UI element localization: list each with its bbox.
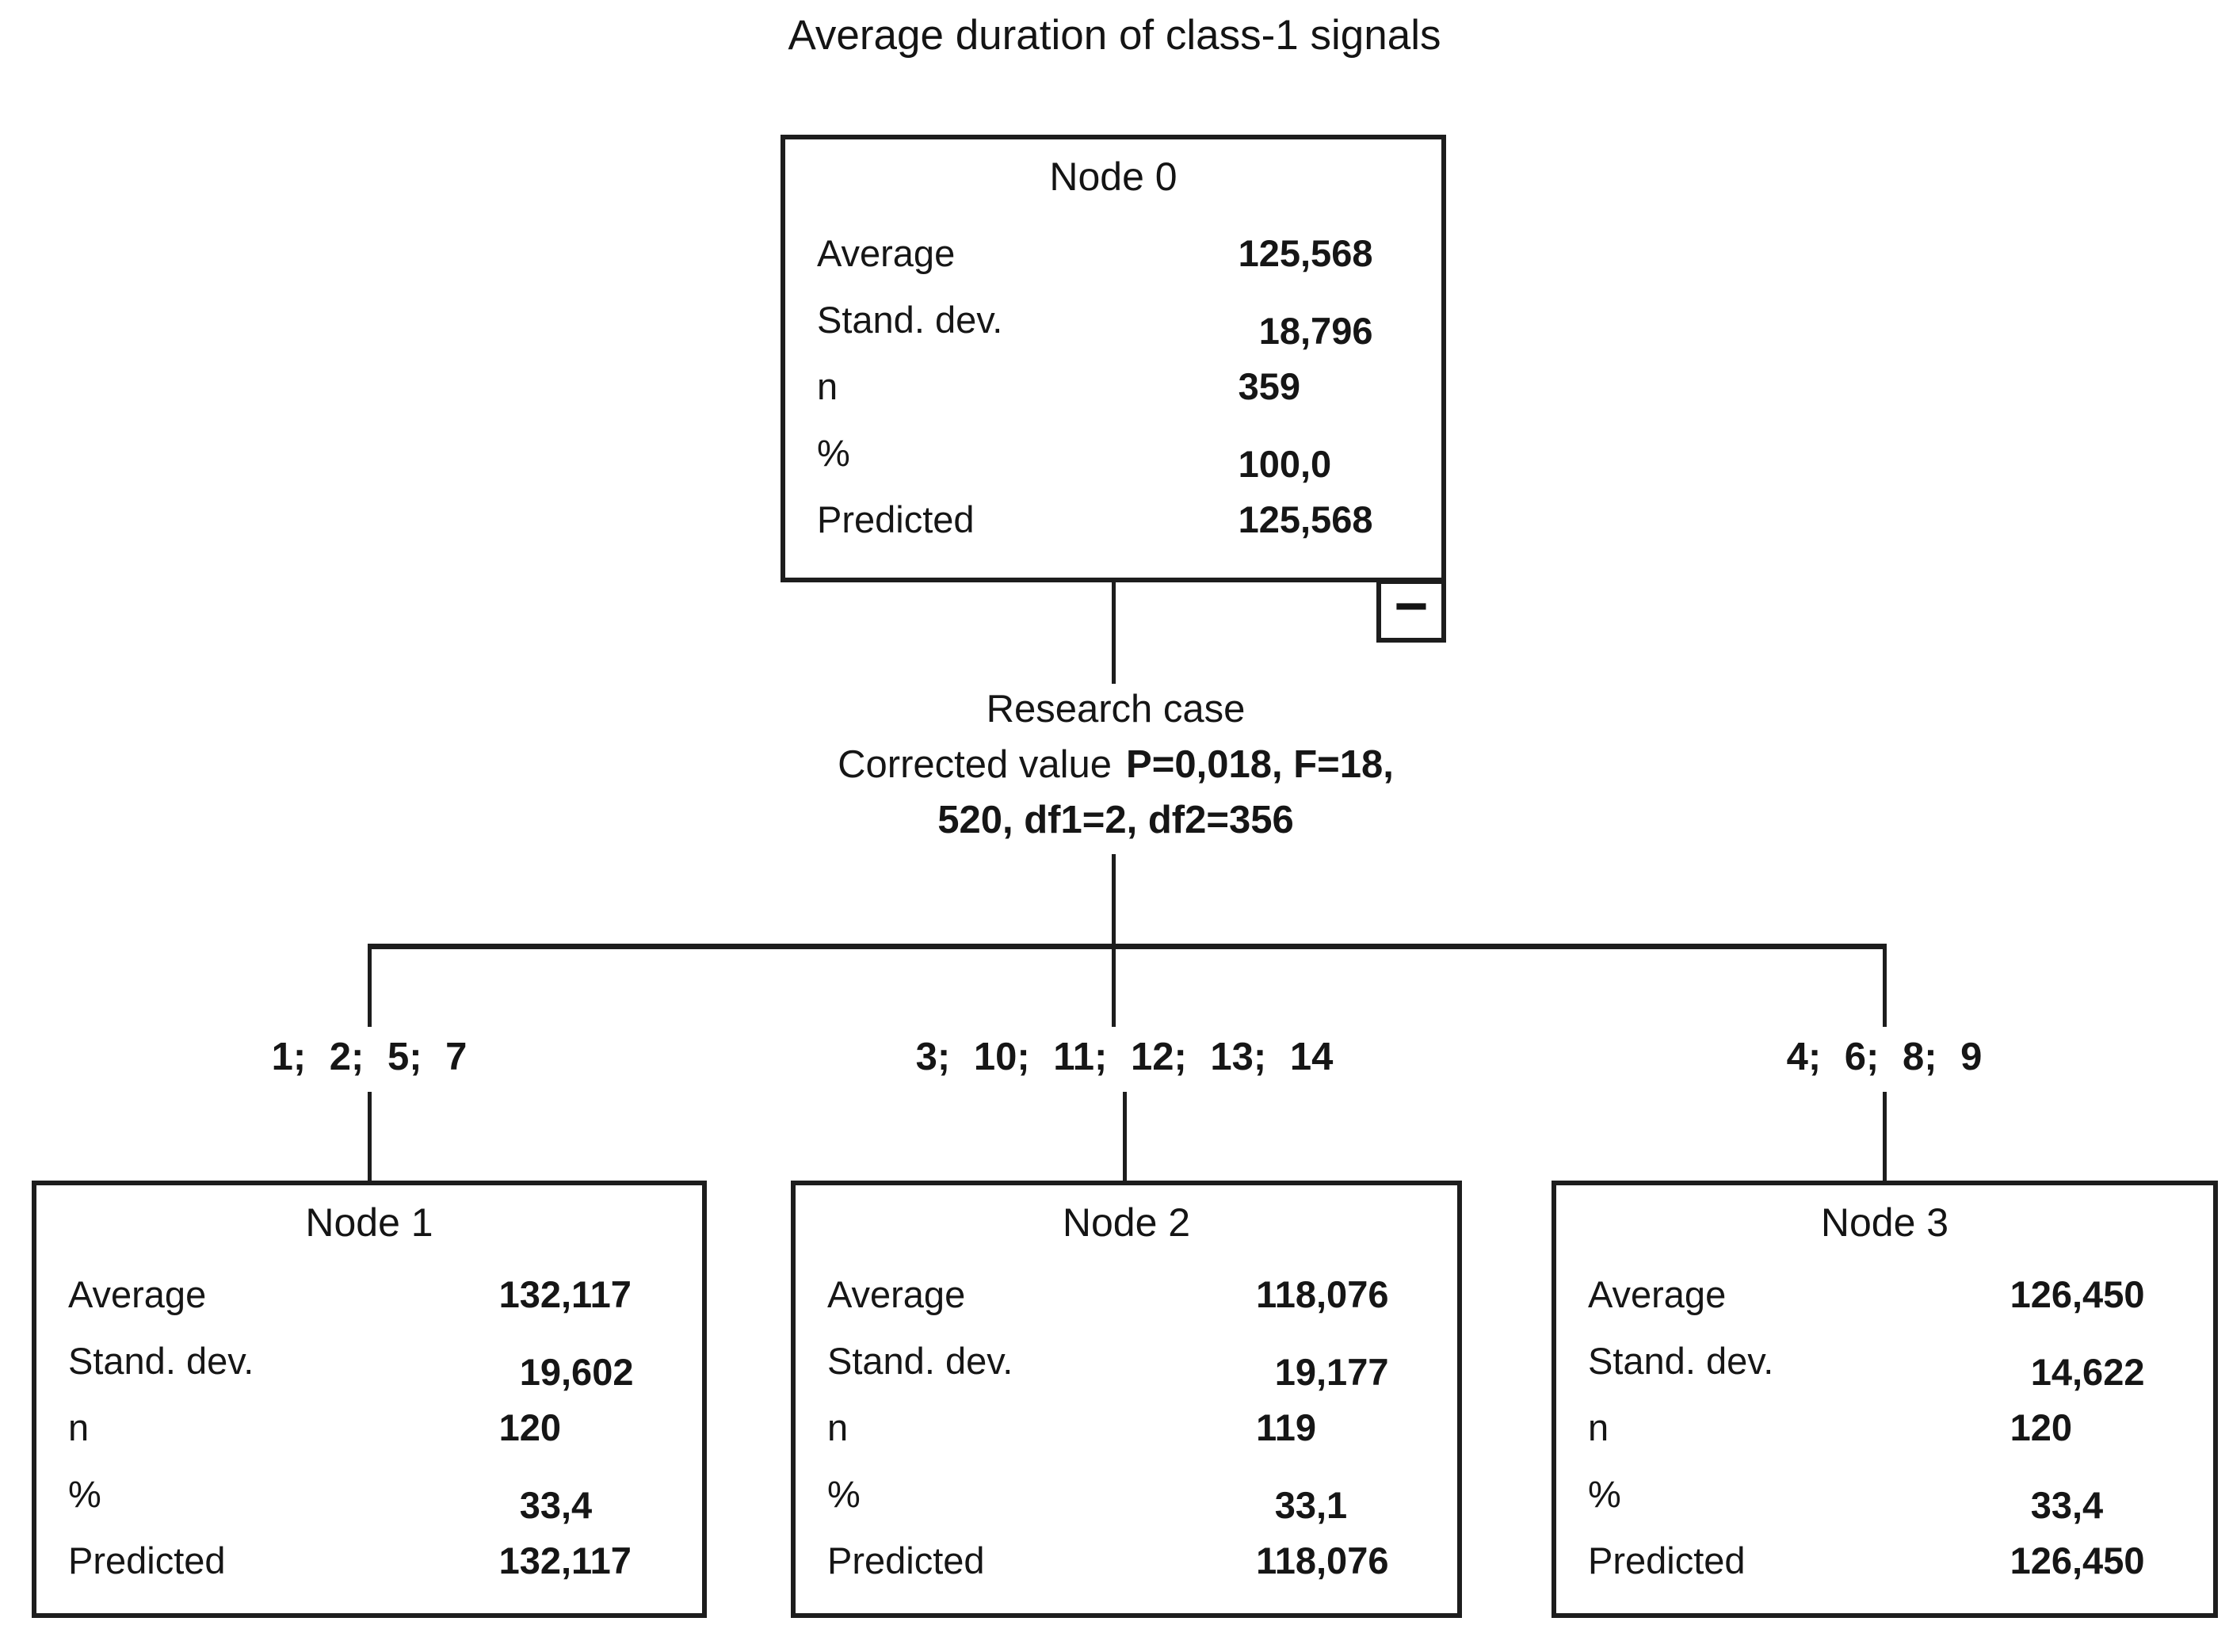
connector-right-branch-upper (1883, 944, 1887, 1027)
branch-label-middle: 3; 10; 11; 12; 13; 14 (915, 1036, 1334, 1078)
stat-value: 18,796 (1258, 310, 1373, 352)
connector-right-branch-lower (1883, 1092, 1887, 1181)
collapse-node-button[interactable]: − (1376, 573, 1446, 643)
stat-label: % (827, 1473, 861, 1515)
stat-label: % (68, 1473, 101, 1515)
stat-label: n (1588, 1406, 1609, 1448)
stat-value: 33,4 (2030, 1484, 2104, 1526)
stat-label: Stand. dev. (68, 1340, 254, 1382)
stat-row: Average 126,450 (1588, 1261, 2181, 1328)
stat-row: % 100,0 (817, 420, 1410, 486)
stat-row: % 33,1 (827, 1461, 1426, 1528)
stat-row: n 359 (817, 353, 1410, 420)
stat-label: % (1588, 1473, 1621, 1515)
stat-value: 33,4 (519, 1484, 593, 1526)
stat-value: 33,1 (1274, 1484, 1348, 1526)
stat-row: Stand. dev. 18,796 (817, 287, 1410, 353)
stat-row: n 120 (1588, 1394, 2181, 1461)
stat-value: 125,568 (1238, 232, 1373, 274)
stat-label: Average (68, 1273, 207, 1315)
connector-root-to-split (1112, 582, 1116, 684)
stat-label: Average (1588, 1273, 1727, 1315)
stat-value: 120 (498, 1406, 561, 1448)
stat-value: 359 (1238, 365, 1300, 407)
node-1-title: Node 1 (305, 1200, 433, 1245)
stat-row: % 33,4 (68, 1461, 670, 1528)
stat-label: Predicted (817, 498, 975, 540)
stat-value: 19,602 (519, 1351, 634, 1393)
stat-row: Predicted 132,117 (68, 1528, 670, 1594)
connector-left-branch-lower (368, 1092, 372, 1181)
node-1-box: Node 1 Average 132,117 Stand. dev. 19,602 n 1… (32, 1181, 707, 1618)
node-3-stats: Average 126,450 Stand. dev. 14,622 n 120% 33,4… (1588, 1261, 2181, 1594)
stat-row: Stand. dev. 19,602 (68, 1328, 670, 1394)
minus-icon: − (1394, 573, 1429, 639)
node-3-title: Node 3 (1820, 1200, 1949, 1245)
node-2-stats: Average 118,076 Stand. dev. 19,177 n 119% 33,1… (827, 1261, 1426, 1594)
stat-row: n 119 (827, 1394, 1426, 1461)
stat-row: Predicted 118,076 (827, 1528, 1426, 1594)
split-stats-line-2: 520, df1=2, df2=356 (937, 799, 1294, 841)
stat-value: 126,450 (2010, 1273, 2145, 1315)
stat-value: 19,177 (1274, 1351, 1389, 1393)
split-method-label: Corrected value (838, 743, 1113, 786)
stat-value: 132,117 (498, 1539, 632, 1581)
branch-label-right: 4; 6; 8; 9 (1786, 1036, 1983, 1078)
stat-value: 132,117 (498, 1273, 632, 1315)
stat-row: % 33,4 (1588, 1461, 2181, 1528)
stat-row: Stand. dev. 19,177 (827, 1328, 1426, 1394)
stat-row: Average 118,076 (827, 1261, 1426, 1328)
stat-label: n (68, 1406, 90, 1448)
stat-label: Stand. dev. (1588, 1340, 1774, 1382)
node-0-stats: Average 125,568 Stand. dev. 18,796 n 359% 100,… (817, 220, 1410, 553)
stat-value: 120 (2010, 1406, 2072, 1448)
node-1-stats: Average 132,117 Stand. dev. 19,602 n 120% 33,4… (68, 1261, 670, 1594)
stat-label: Predicted (1588, 1539, 1746, 1581)
stat-label: Stand. dev. (817, 299, 1003, 341)
split-variable-label: Research case (986, 688, 1246, 731)
stat-value: 118,076 (1256, 1539, 1389, 1581)
split-rule: Research case Corrected value P=0,018, F=… (557, 681, 1674, 848)
node-2-title: Node 2 (1062, 1200, 1191, 1245)
stat-value: 118,076 (1256, 1273, 1389, 1315)
stat-value: 14,622 (2030, 1351, 2145, 1393)
stat-label: Stand. dev. (827, 1340, 1013, 1382)
stat-value: 125,568 (1238, 498, 1373, 540)
stat-row: n 120 (68, 1394, 670, 1461)
stat-value: 119 (1256, 1406, 1316, 1448)
stat-value: 126,450 (2010, 1539, 2145, 1581)
stat-label: Average (817, 232, 956, 274)
diagram-title: Average duration of class-1 signals (788, 12, 1441, 59)
connector-middle-branch-lower (1123, 1092, 1127, 1181)
split-stats-values-1: P=0,018, F=18, (1126, 743, 1394, 786)
node-0-title: Node 0 (1049, 155, 1177, 199)
node-0-box: Node 0 Average 125,568 Stand. dev. 18,796 n 3… (781, 135, 1446, 582)
node-2-box: Node 2 Average 118,076 Stand. dev. 19,177 n 1… (791, 1181, 1462, 1618)
stat-row: Predicted 125,568 (817, 486, 1410, 553)
stat-row: Stand. dev. 14,622 (1588, 1328, 2181, 1394)
stat-value: 100,0 (1238, 443, 1332, 485)
connector-left-branch-upper (368, 944, 372, 1027)
stat-label: Predicted (827, 1539, 985, 1581)
stat-label: Average (827, 1273, 966, 1315)
stat-row: Average 132,117 (68, 1261, 670, 1328)
connector-split-to-middle-branch (1112, 854, 1116, 1027)
stat-label: % (817, 432, 850, 474)
connector-horizontal-rail (369, 944, 1887, 949)
branch-label-left: 1; 2; 5; 7 (271, 1036, 468, 1078)
stat-row: Predicted 126,450 (1588, 1528, 2181, 1594)
stat-row: Average 125,568 (817, 220, 1410, 287)
stat-label: Predicted (68, 1539, 226, 1581)
stat-label: n (827, 1406, 849, 1448)
stat-label: n (817, 365, 838, 407)
split-stats-line-1: Corrected value P=0,018, F=18, (557, 737, 1674, 792)
node-3-box: Node 3 Average 126,450 Stand. dev. 14,622 n 1… (1552, 1181, 2218, 1618)
